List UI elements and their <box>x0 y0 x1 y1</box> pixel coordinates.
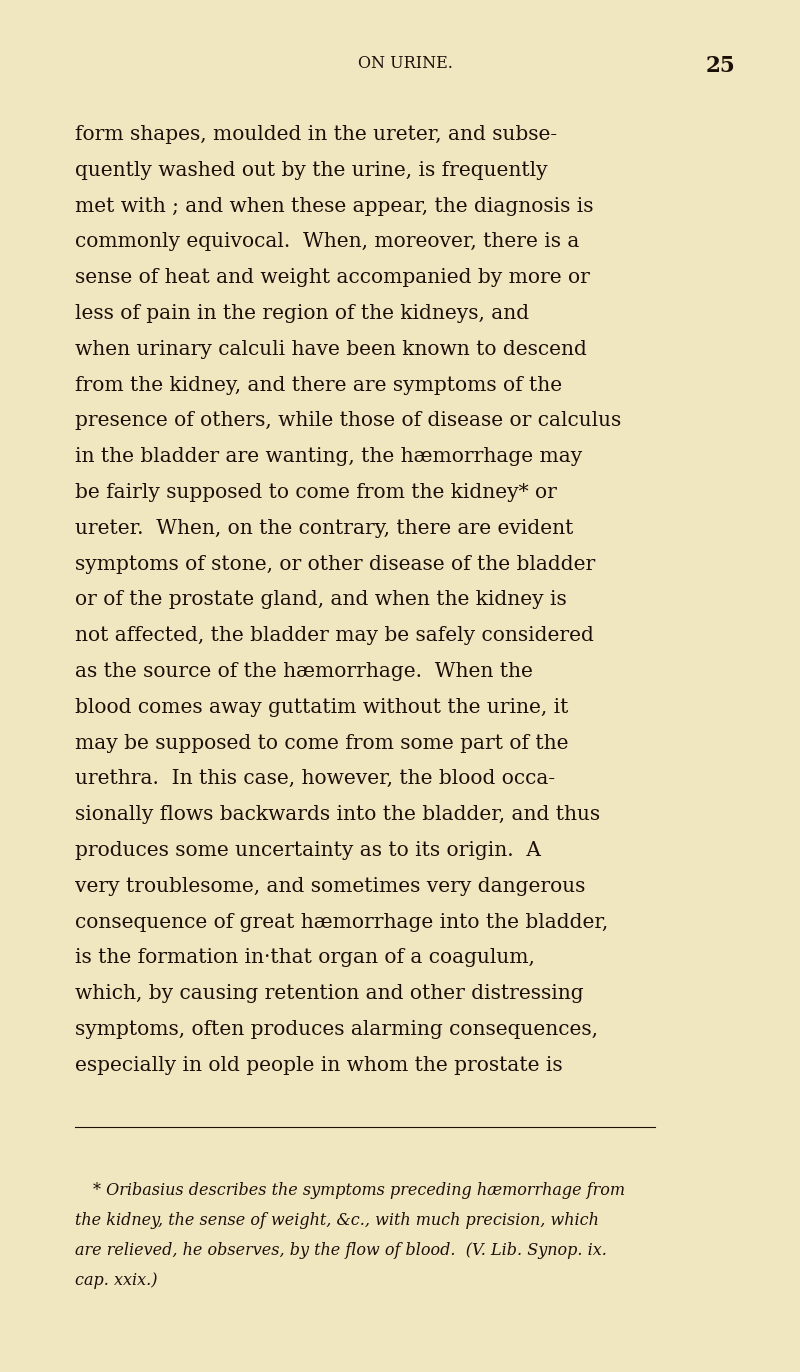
Text: blood comes away guttatim without the urine, it: blood comes away guttatim without the ur… <box>75 698 568 716</box>
Text: less of pain in the region of the kidneys, and: less of pain in the region of the kidney… <box>75 305 529 322</box>
Text: may be supposed to come from some part of the: may be supposed to come from some part o… <box>75 734 569 753</box>
Text: in the bladder are wanting, the hæmorrhage may: in the bladder are wanting, the hæmorrha… <box>75 447 582 466</box>
Text: presence of others, while those of disease or calculus: presence of others, while those of disea… <box>75 412 622 431</box>
Text: especially in old people in whom the prostate is: especially in old people in whom the pro… <box>75 1056 562 1074</box>
Text: symptoms, often produces alarming consequences,: symptoms, often produces alarming conseq… <box>75 1019 598 1039</box>
Text: ureter.  When, on the contrary, there are evident: ureter. When, on the contrary, there are… <box>75 519 574 538</box>
Text: produces some uncertainty as to its origin.  A: produces some uncertainty as to its orig… <box>75 841 541 860</box>
Text: be fairly supposed to come from the kidney* or: be fairly supposed to come from the kidn… <box>75 483 557 502</box>
Text: very troublesome, and sometimes very dangerous: very troublesome, and sometimes very dan… <box>75 877 586 896</box>
Text: or of the prostate gland, and when the kidney is: or of the prostate gland, and when the k… <box>75 590 566 609</box>
Text: when urinary calculi have been known to descend: when urinary calculi have been known to … <box>75 340 587 359</box>
Text: which, by causing retention and other distressing: which, by causing retention and other di… <box>75 984 584 1003</box>
Text: the kidney, the sense of weight, &c., with much precision, which: the kidney, the sense of weight, &c., wi… <box>75 1211 599 1228</box>
Text: as the source of the hæmorrhage.  When the: as the source of the hæmorrhage. When th… <box>75 663 533 681</box>
Text: quently washed out by the urine, is frequently: quently washed out by the urine, is freq… <box>75 161 548 180</box>
Text: ON URINE.: ON URINE. <box>358 55 453 71</box>
Text: symptoms of stone, or other disease of the bladder: symptoms of stone, or other disease of t… <box>75 554 595 573</box>
Text: form shapes, moulded in the ureter, and subse-: form shapes, moulded in the ureter, and … <box>75 125 557 144</box>
Text: consequence of great hæmorrhage into the bladder,: consequence of great hæmorrhage into the… <box>75 912 608 932</box>
Text: is the formation in·that organ of a coagulum,: is the formation in·that organ of a coag… <box>75 948 535 967</box>
Text: 25: 25 <box>706 55 735 77</box>
Text: from the kidney, and there are symptoms of the: from the kidney, and there are symptoms … <box>75 376 562 395</box>
Text: sionally flows backwards into the bladder, and thus: sionally flows backwards into the bladde… <box>75 805 600 825</box>
Text: are relieved, he observes, by the flow of blood.  (V. Lib. Synop. ix.: are relieved, he observes, by the flow o… <box>75 1242 607 1258</box>
Text: * Oribasius describes the symptoms preceding hæmorrhage from: * Oribasius describes the symptoms prece… <box>93 1181 625 1199</box>
Text: not affected, the bladder may be safely considered: not affected, the bladder may be safely … <box>75 626 594 645</box>
Text: cap. xxix.): cap. xxix.) <box>75 1272 158 1288</box>
Text: commonly equivocal.  When, moreover, there is a: commonly equivocal. When, moreover, ther… <box>75 232 579 251</box>
Text: sense of heat and weight accompanied by more or: sense of heat and weight accompanied by … <box>75 268 590 287</box>
Text: met with ; and when these appear, the diagnosis is: met with ; and when these appear, the di… <box>75 196 594 215</box>
Text: urethra.  In this case, however, the blood occa-: urethra. In this case, however, the bloo… <box>75 770 555 789</box>
